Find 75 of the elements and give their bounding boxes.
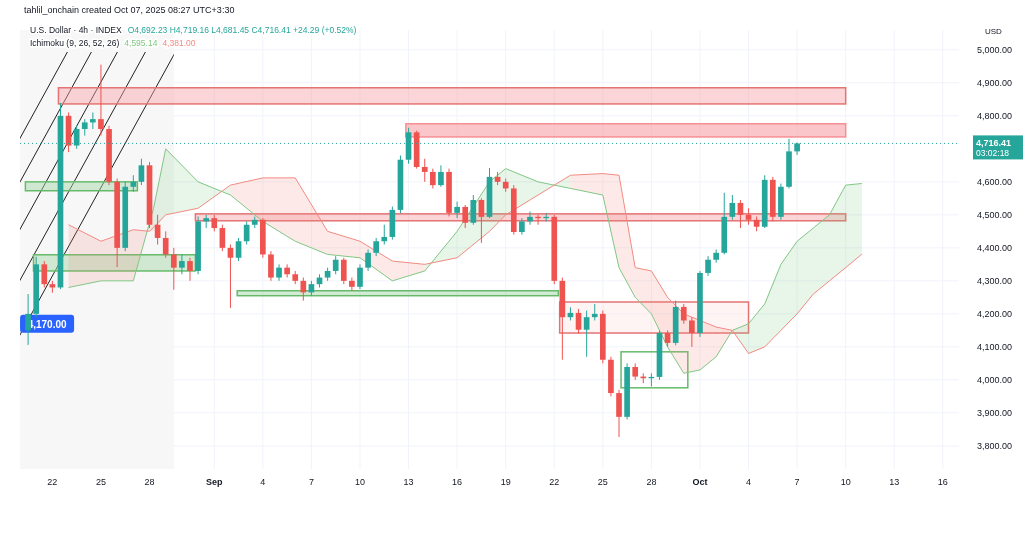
annotation: Ichimoku (9, 26, 52, 26): [30, 38, 120, 48]
candlestick: [162, 230, 169, 259]
x-tick-label: 16: [937, 477, 948, 487]
candlestick: [421, 158, 428, 183]
x-tick-label: Sep: [206, 477, 224, 487]
y-tick-label: 3,900.00: [977, 407, 1013, 418]
annotation: 4,595.14: [124, 38, 158, 48]
y-tick-label: 4,600.00: [977, 176, 1013, 187]
x-tick-label: 10: [840, 477, 851, 487]
candlestick: [268, 250, 274, 282]
candlestick: [284, 263, 290, 279]
annotation: 4,381.00: [162, 38, 196, 48]
candlestick: [365, 249, 371, 272]
x-tick-label: 7: [308, 477, 314, 487]
candlestick: [373, 237, 380, 257]
candlestick: [179, 253, 185, 275]
x-tick-label: 28: [646, 477, 657, 487]
x-tick-label: 25: [95, 477, 106, 487]
candlestick: [680, 303, 687, 325]
annotation: 4,170.00: [27, 318, 67, 330]
x-tick-label: 16: [452, 477, 463, 487]
candlestick: [41, 260, 48, 288]
x-tick-label: 13: [403, 477, 414, 487]
candlestick: [90, 112, 96, 130]
x-tick-label: 7: [794, 477, 800, 487]
y-tick-label: 4,300.00: [977, 275, 1013, 286]
x-tick-label: 13: [889, 477, 900, 487]
x-tick-label: 19: [500, 477, 511, 487]
candlestick: [430, 168, 436, 189]
candlestick: [300, 277, 307, 302]
candlestick: [170, 247, 177, 291]
y-tick-label: 4,200.00: [977, 308, 1013, 319]
annotation: O4,692.23 H4,719.16 L4,681.45 C4,716.41 +24.29 (+0.52%): [127, 25, 357, 35]
candlestick: [705, 255, 711, 277]
candlestick: [737, 199, 744, 229]
text: tahlil_onchain created Oct 07, 2025 08:27 UTC+3:30: [24, 5, 235, 15]
candlestick: [462, 204, 469, 229]
candlestick: [454, 201, 460, 219]
x-tick-label: 4: [260, 477, 266, 487]
candlestick: [470, 194, 477, 226]
candlestick: [438, 164, 444, 188]
candlestick: [138, 158, 145, 186]
x-tick-label: 22: [47, 477, 58, 487]
candlestick: [357, 263, 363, 290]
text: 03:02:18: [976, 148, 1010, 159]
candlestick: [349, 277, 355, 292]
x-tick-label: 22: [549, 477, 560, 487]
chart-title: U.S. Dollar · 4h · INDEX: [30, 25, 122, 35]
ref-line-label: 4,716.41: [976, 138, 1012, 149]
candlestick: [98, 64, 104, 137]
y-tick-label: 4,100.00: [977, 341, 1013, 352]
candlestick: [616, 389, 622, 438]
x-tick-label: 4: [746, 477, 752, 487]
y-tick-label: 4,000.00: [977, 374, 1013, 385]
y-tick-label: 4,900.00: [977, 77, 1013, 88]
candlestick: [381, 224, 388, 246]
x-tick-label: 28: [144, 477, 155, 487]
candlestick: [332, 255, 339, 275]
y-tick-label: 4,500.00: [977, 209, 1013, 220]
candlestick: [689, 316, 695, 348]
y-tick-label: 4,800.00: [977, 110, 1013, 121]
y-tick-label: 3,800.00: [977, 440, 1013, 451]
candlestick: [527, 211, 533, 226]
x-tick-label: Oct: [692, 477, 708, 487]
x-tick-label: 10: [354, 477, 365, 487]
candlestick: [187, 257, 193, 282]
line-series: [68, 173, 863, 354]
x-tick-label: 25: [597, 477, 608, 487]
candlestick: [583, 310, 590, 358]
y-tick-label: 4,400.00: [977, 242, 1013, 253]
candlestick: [25, 293, 31, 346]
y-axis-title: USD: [985, 27, 1003, 36]
candlestick: [235, 237, 242, 262]
y-tick-label: 5,000.00: [977, 44, 1013, 55]
candlestick: [340, 257, 347, 285]
